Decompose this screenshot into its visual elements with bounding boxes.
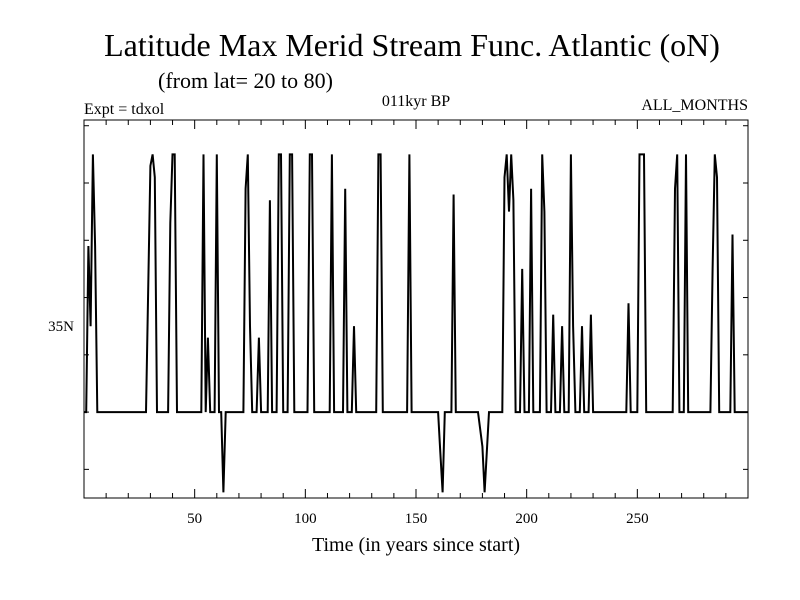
x-axis-label: Time (in years since start) xyxy=(312,534,520,556)
expt-label: Expt = tdxol xyxy=(84,101,165,118)
x-tick-label: 150 xyxy=(405,511,428,527)
x-tick-label: 250 xyxy=(626,511,649,527)
series-line xyxy=(84,153,748,493)
months-label: ALL_MONTHS xyxy=(641,97,748,114)
period-label: 011kyr BP xyxy=(382,93,450,110)
chart-subtitle: (from lat= 20 to 80) xyxy=(158,68,333,93)
x-axis-ticks: 50 100 150 200 250 xyxy=(105,120,727,527)
x-tick-label: 100 xyxy=(294,511,317,527)
chart-title: Latitude Max Merid Stream Func. Atlantic… xyxy=(104,27,720,63)
y-tick-label: 35N xyxy=(48,319,74,335)
x-tick-label: 200 xyxy=(515,511,538,527)
plot-frame xyxy=(83,119,749,499)
y-axis-ticks: 35N xyxy=(48,125,748,470)
x-tick-label: 50 xyxy=(187,511,202,527)
